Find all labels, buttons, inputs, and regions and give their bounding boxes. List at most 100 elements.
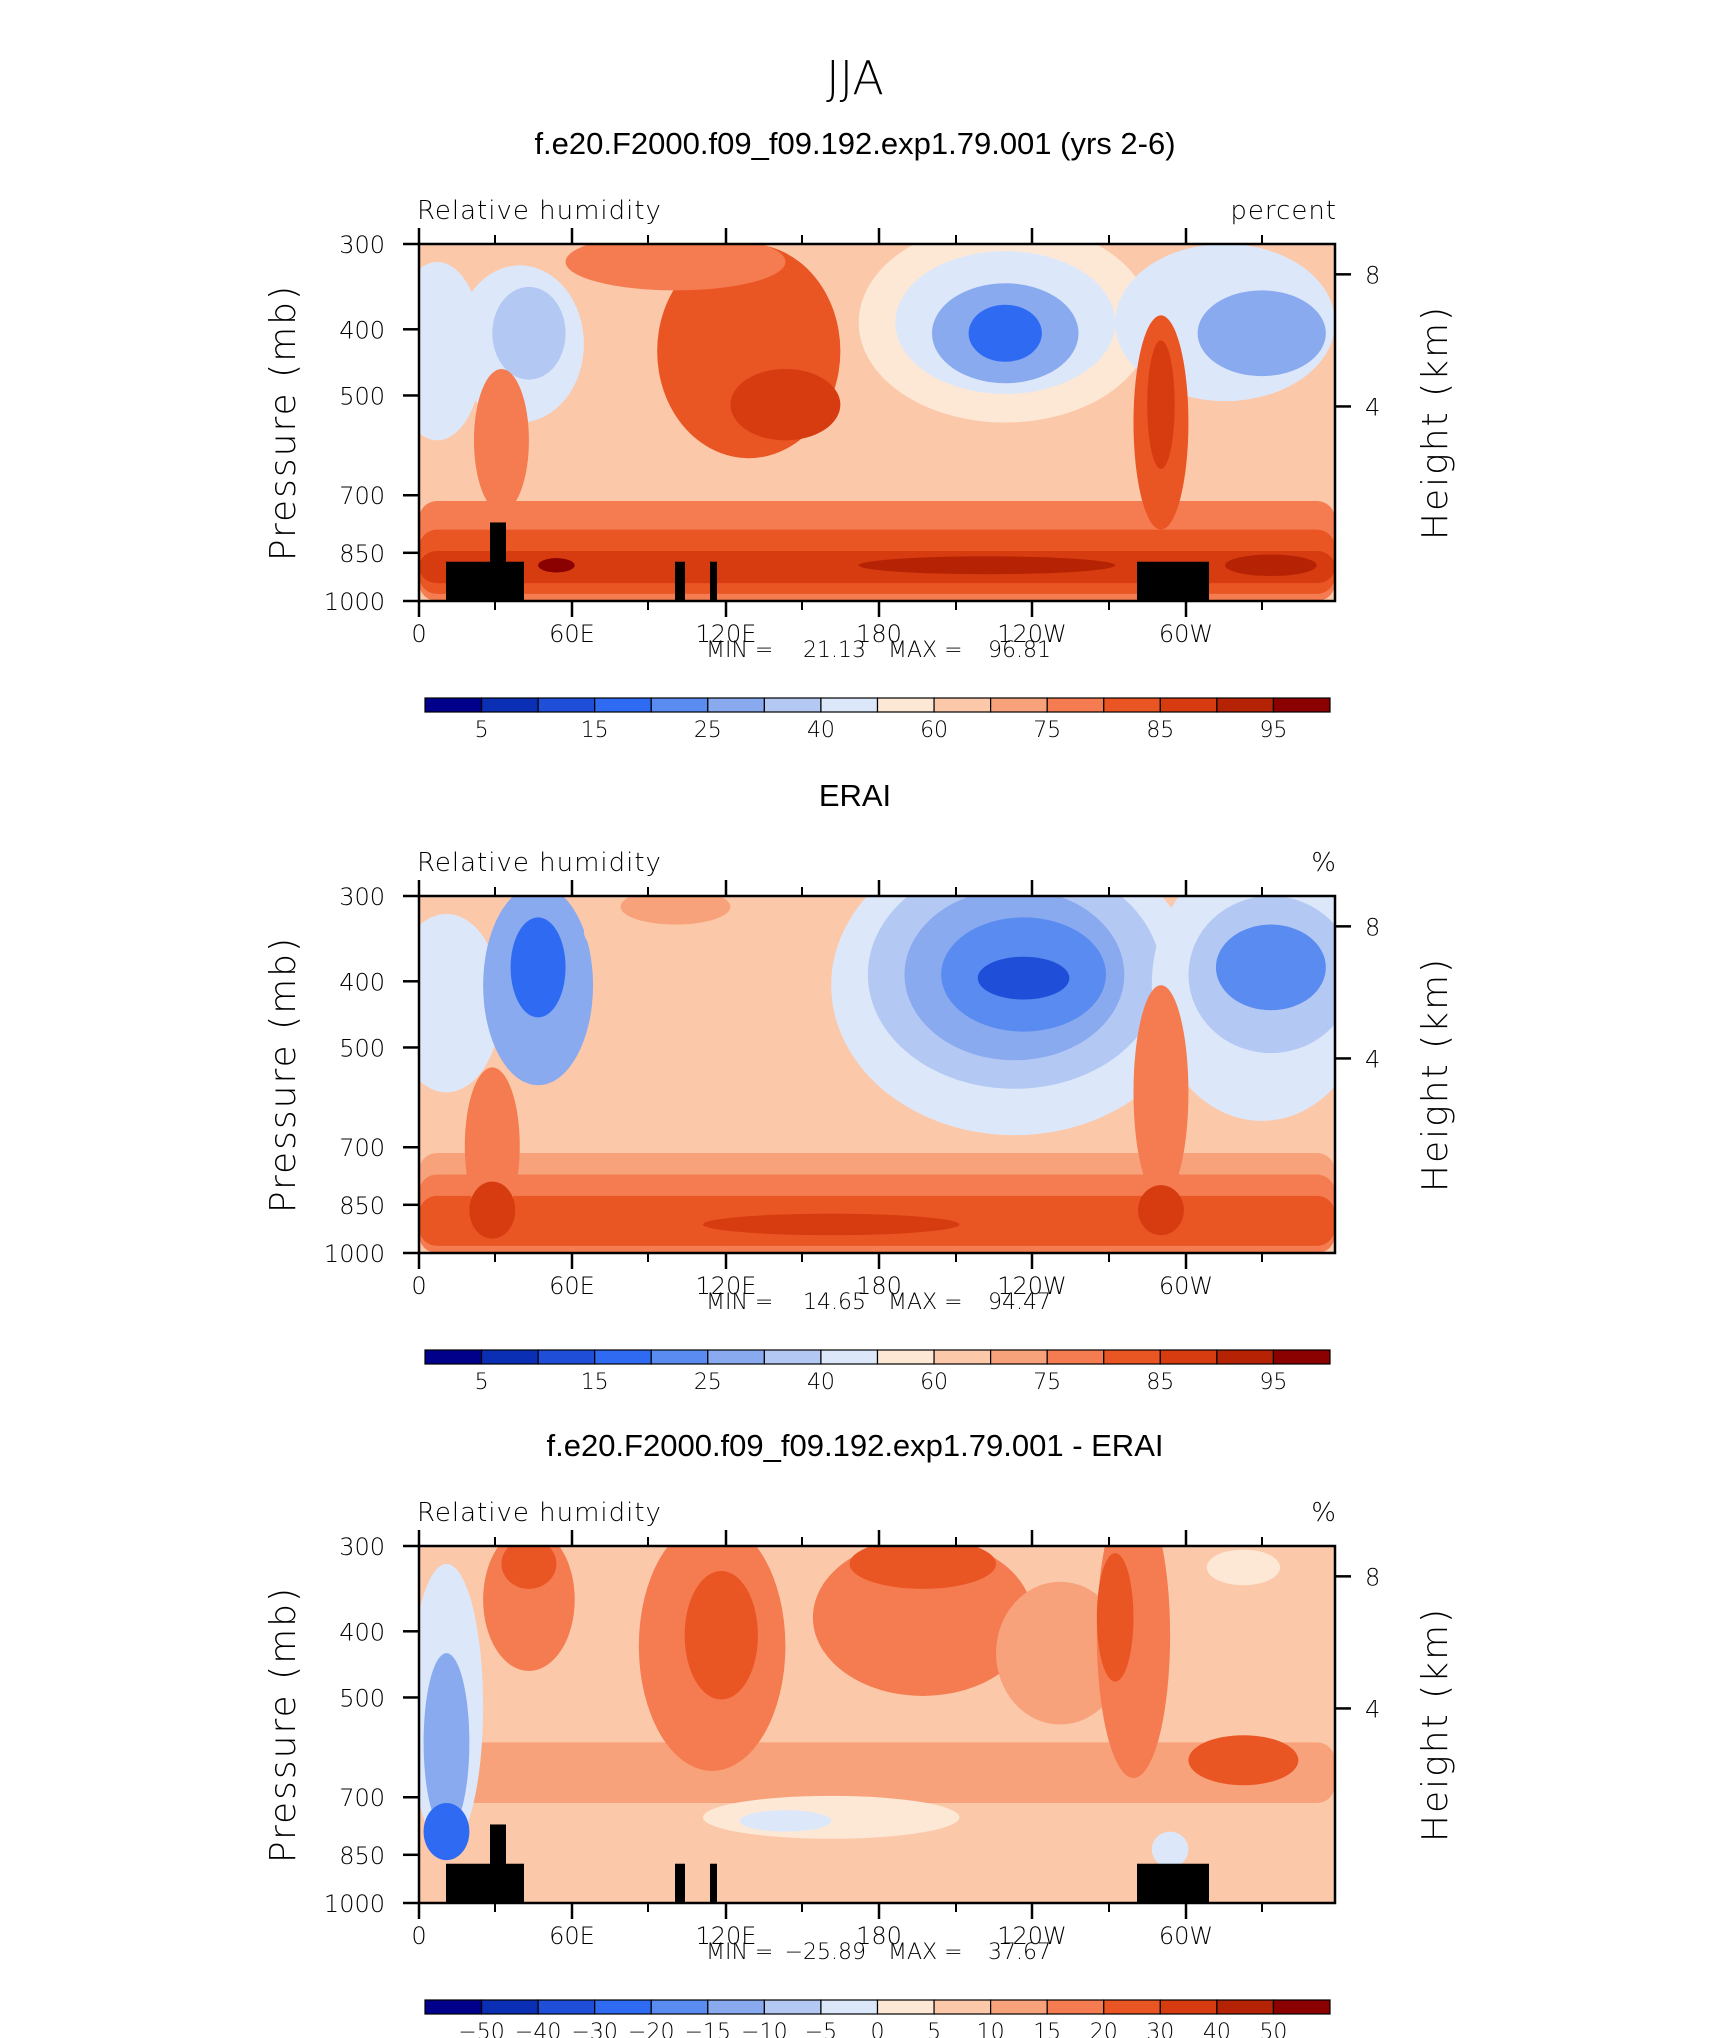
colorbar: 5 15 25 40 60 75 85 95	[424, 1349, 1331, 1395]
colorbar-label: 25	[694, 718, 722, 743]
x-tick-label: 0	[411, 1922, 426, 1950]
colorbar-label: 5	[927, 2020, 941, 2038]
colorbar-box	[1216, 1999, 1275, 2015]
colorbar-box	[763, 697, 822, 713]
colorbar-box	[933, 1349, 992, 1365]
field-contour	[469, 1181, 516, 1239]
colorbar-label: −20	[628, 2020, 674, 2038]
min-label: MIN =	[706, 1290, 773, 1315]
field-contour	[739, 1810, 832, 1832]
colorbar: −50 −40 −30 −20 −15 −10 −5 0 5 10 15 20 30 40 50	[424, 1999, 1331, 2038]
colorbar-box	[1159, 697, 1218, 713]
field-band	[419, 1742, 1335, 1804]
x-tick-label: 120W	[997, 1272, 1067, 1300]
min-max-stats: MIN = 14.65 MAX = 94.47	[706, 1290, 1051, 1315]
colorbar-box	[707, 1999, 765, 2015]
x-tick-label: 0	[411, 620, 426, 648]
colorbar-label: 75	[1033, 1370, 1061, 1395]
colorbar-box	[1159, 1999, 1218, 2015]
colorbar-label: 5	[475, 718, 489, 743]
colorbar-label: 40	[807, 1370, 835, 1395]
x-tick-label: 60E	[549, 620, 595, 648]
field-contour	[858, 556, 1116, 575]
field-contour	[419, 913, 502, 1093]
colorbar-box	[537, 1349, 596, 1365]
y-tick-label: 500	[339, 382, 385, 410]
colorbar-label: 60	[920, 718, 948, 743]
max-label: MAX =	[888, 638, 963, 663]
colorbar-label: 60	[920, 1370, 948, 1395]
colorbar-box	[1046, 697, 1105, 713]
field-contour	[1215, 924, 1326, 1011]
x-tick-label: 0	[411, 1272, 426, 1300]
y-tick-label: 1000	[324, 588, 385, 616]
min-max-stats: MIN = 21.13 MAX = 96.81	[706, 638, 1051, 663]
variable-label: Relative humidity	[417, 196, 662, 226]
colorbar-label: 40	[1203, 2020, 1231, 2038]
colorbar-box	[480, 697, 539, 713]
field-contour	[464, 1067, 520, 1225]
topography-mask	[675, 1863, 685, 1903]
colorbar-box	[820, 697, 879, 713]
y-right-tick-label: 8	[1365, 261, 1380, 289]
panel-title: f.e20.F2000.f09_f09.192.exp1.79.001 (yrs…	[534, 126, 1175, 161]
field-contour	[1147, 340, 1175, 469]
colorbar-box	[1272, 1349, 1331, 1365]
colorbar-box	[820, 1999, 879, 2015]
y-right-tick-label: 4	[1365, 1695, 1380, 1723]
colorbar-label: 50	[1259, 2020, 1287, 2038]
y-tick-label: 700	[339, 1784, 385, 1812]
field-contour	[1206, 1549, 1281, 1586]
colorbar-box	[424, 1349, 483, 1365]
topography-mask	[1137, 1863, 1209, 1903]
colorbar-label: 15	[581, 718, 609, 743]
chart-panel-1: f.e20.F2000.f09_f09.192.exp1.79.001 (yrs…	[263, 126, 1456, 743]
colorbar-label: −10	[741, 2020, 787, 2038]
field-contour	[849, 1546, 997, 1589]
x-tick-label: 60E	[549, 1922, 595, 1950]
field-contour	[1188, 1735, 1299, 1786]
y-tick-label: 300	[339, 1533, 385, 1561]
chart-panel-3: f.e20.F2000.f09_f09.192.exp1.79.001 - ER…	[263, 1428, 1456, 2038]
max-label: MAX =	[888, 1290, 963, 1315]
field-contour	[510, 917, 566, 1018]
y-axis-title: Pressure (mb)	[263, 284, 304, 561]
panel-title: f.e20.F2000.f09_f09.192.exp1.79.001 - ER…	[546, 1428, 1163, 1463]
colorbar-box	[424, 1999, 483, 2015]
colorbar-box	[763, 1349, 822, 1365]
x-tick-label: 120W	[997, 620, 1067, 648]
y-tick-label: 300	[339, 883, 385, 911]
colorbar-box	[537, 1999, 596, 2015]
y-tick-label: 700	[339, 482, 385, 510]
colorbar-box	[990, 1349, 1048, 1365]
colorbar-box	[1216, 1349, 1275, 1365]
x-tick-label: 60E	[549, 1272, 595, 1300]
colorbar-label: 95	[1259, 718, 1287, 743]
y-tick-label: 400	[339, 316, 385, 344]
y-axis-title-right: Height (km)	[1415, 305, 1456, 540]
y-right-tick-label: 4	[1365, 1045, 1380, 1073]
colorbar-box	[650, 1999, 709, 2015]
min-label: MIN =	[706, 638, 773, 663]
field-contour	[812, 1546, 1033, 1696]
colorbar-box	[480, 1349, 539, 1365]
colorbar-box	[1046, 1349, 1105, 1365]
y-tick-label: 700	[339, 1134, 385, 1162]
x-tick-label: 120E	[696, 1272, 757, 1300]
colorbar-label: 85	[1146, 718, 1174, 743]
colorbar-label: 25	[694, 1370, 722, 1395]
contour-field	[419, 896, 1335, 1253]
variable-label: Relative humidity	[417, 1498, 662, 1528]
field-contour	[538, 558, 575, 573]
units-label: percent	[1230, 196, 1337, 226]
colorbar-label: 30	[1146, 2020, 1174, 2038]
colorbar-label: 0	[871, 2020, 885, 2038]
field-contour	[1197, 290, 1326, 377]
min-label: MIN =	[706, 1940, 773, 1965]
field-contour	[473, 368, 529, 512]
field-contour	[565, 244, 786, 291]
topography-mask	[446, 561, 491, 601]
field-contour	[1225, 554, 1317, 577]
plot-frame	[417, 1544, 1337, 1905]
